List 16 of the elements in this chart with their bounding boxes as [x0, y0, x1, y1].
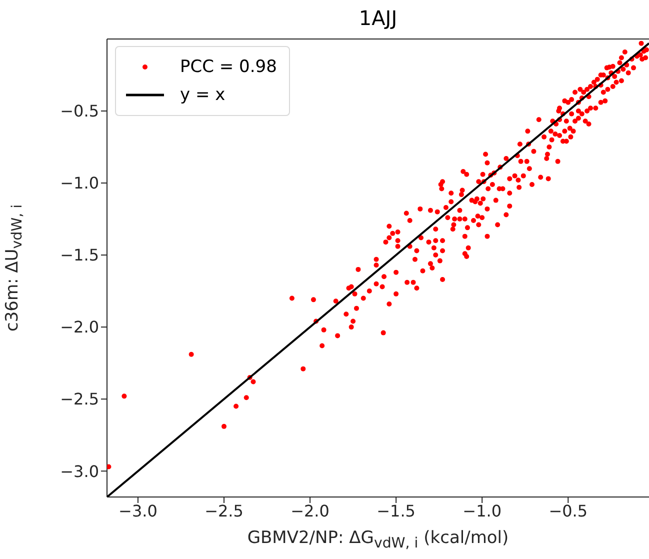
y-tick-label: −3.0 [60, 462, 99, 481]
x-tick-label: −2.5 [204, 501, 244, 520]
y-tick-label: −2.5 [60, 390, 99, 409]
chart-title: 1AJJ [358, 6, 398, 30]
x-tick-label: −1.0 [462, 501, 502, 520]
x-tick-label: −0.5 [548, 501, 588, 520]
x-tick-label: −2.0 [290, 501, 330, 520]
y-tick-label: −1.5 [60, 246, 99, 265]
legend-label: y = x [180, 85, 226, 105]
y-tick-label: −1.0 [60, 174, 99, 193]
y-tick-label: −0.5 [60, 102, 99, 121]
x-tick-label: −3.0 [118, 501, 158, 520]
x-tick-label: −1.5 [376, 501, 416, 520]
y-tick-label: −2.0 [60, 318, 99, 337]
legend-label: PCC = 0.98 [180, 57, 277, 77]
x-axis-title: GBMV2/NP: ΔG$_{vdW, i}$ (kcal/mol) [246, 528, 510, 552]
